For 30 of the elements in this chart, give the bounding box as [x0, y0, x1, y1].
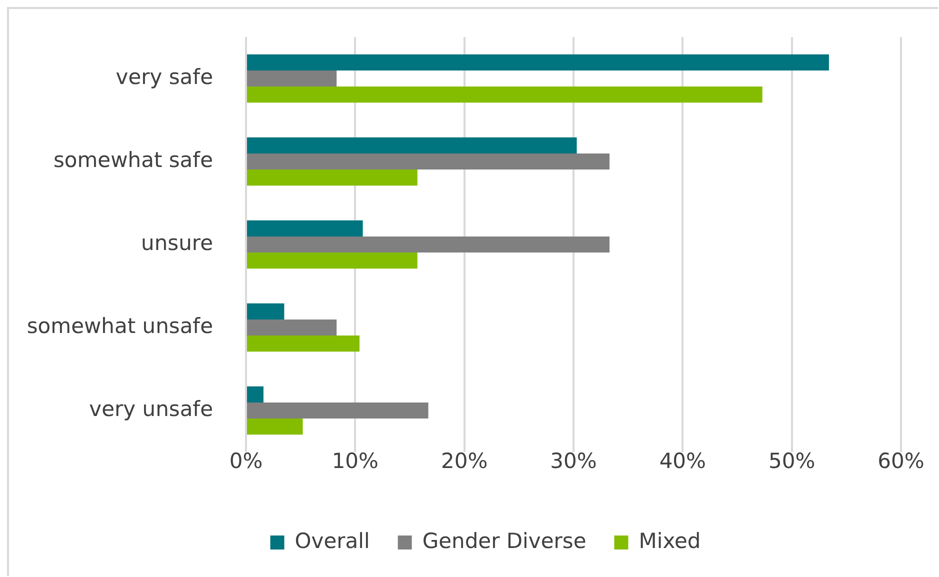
x-tick-label: 0%	[229, 449, 263, 474]
y-tick-label: somewhat safe	[53, 148, 213, 172]
bar	[247, 220, 363, 236]
y-tick-label: very unsafe	[89, 396, 213, 421]
bar	[247, 153, 610, 170]
bar	[247, 170, 418, 186]
bar	[247, 303, 284, 320]
bar	[247, 336, 360, 352]
legend-label: Mixed	[638, 528, 701, 553]
bar	[247, 137, 577, 154]
bar	[247, 319, 337, 336]
y-tick-label: unsure	[141, 230, 213, 255]
x-tick-label: 40%	[659, 449, 706, 474]
bar	[247, 252, 418, 269]
bar	[247, 54, 829, 70]
x-tick-label: 30%	[550, 449, 597, 474]
bar	[247, 86, 762, 103]
bar	[247, 236, 610, 253]
bar	[247, 70, 337, 87]
x-tick-label: 50%	[768, 449, 816, 474]
y-tick-label: very safe	[116, 64, 213, 89]
x-tick-label: 10%	[332, 449, 379, 474]
bar	[247, 418, 303, 435]
bar	[247, 386, 264, 402]
legend-label: Gender Diverse	[422, 528, 586, 553]
bar	[247, 402, 428, 419]
x-tick-label: 20%	[440, 449, 488, 474]
y-tick-label: somewhat unsafe	[26, 314, 213, 338]
legend-label: Overall	[294, 528, 370, 553]
x-tick-label: 60%	[878, 449, 924, 474]
